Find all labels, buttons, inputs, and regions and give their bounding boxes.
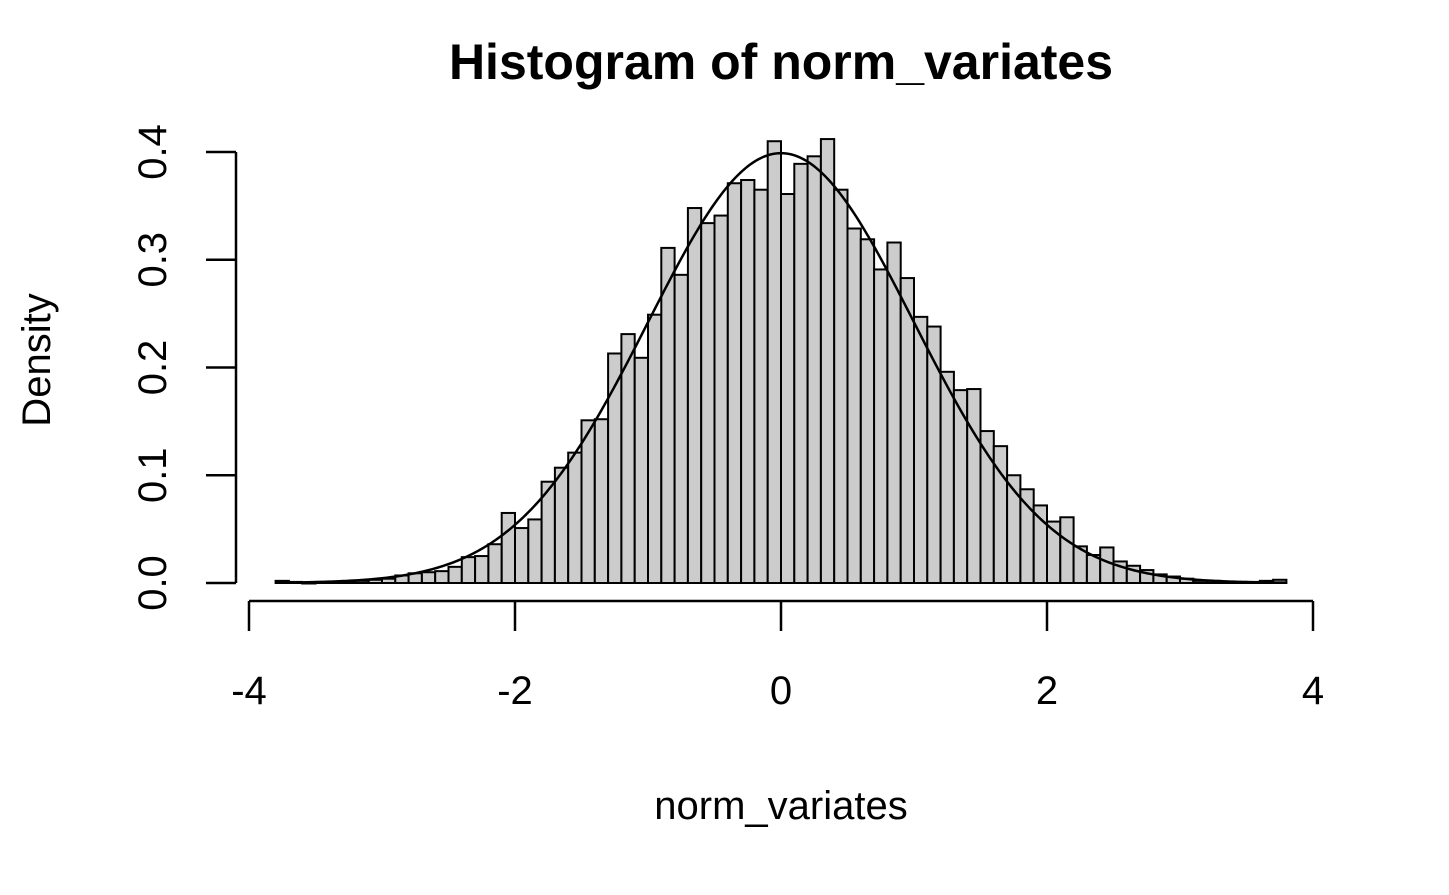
histogram-bar <box>673 273 689 584</box>
y-tick-label: 0.4 <box>131 124 175 180</box>
histogram-bar <box>434 570 450 585</box>
histogram-bar <box>766 140 783 584</box>
histogram-bar <box>660 246 676 584</box>
histogram-bar <box>846 227 862 584</box>
histogram-bar <box>740 179 756 585</box>
y-axis: 0.0 0.1 0.2 0.3 0.4 <box>131 124 238 611</box>
histogram-bar <box>939 370 955 584</box>
histogram-bar <box>793 162 809 584</box>
y-tick-label: 0.3 <box>131 232 175 288</box>
histogram-bar <box>726 182 743 584</box>
histogram-bar <box>1099 546 1115 585</box>
y-axis-label: Density <box>15 293 59 426</box>
histogram-bar <box>753 188 769 585</box>
histogram-bar <box>873 268 889 584</box>
histogram-bar <box>833 188 849 585</box>
x-axis-label: norm_variates <box>654 784 907 828</box>
y-tick-label: 0.2 <box>131 340 175 396</box>
density-curve <box>275 151 1287 584</box>
x-tick-label: -2 <box>497 669 533 713</box>
histogram-bar <box>487 543 503 585</box>
histogram-bar <box>713 214 729 584</box>
x-axis: -4 -2 0 2 4 <box>231 599 1324 713</box>
histogram-bar <box>420 571 437 584</box>
histogram-bar <box>1059 516 1075 585</box>
histogram-bar <box>926 325 942 584</box>
x-tick-label: 0 <box>770 669 792 713</box>
x-tick-label: -4 <box>231 669 267 713</box>
histogram-bar <box>899 277 916 584</box>
histogram-bar <box>460 556 477 585</box>
chart-title: Histogram of norm_variates <box>449 34 1113 90</box>
y-tick-label: 0.1 <box>131 447 175 503</box>
histogram-bar <box>381 577 397 585</box>
histogram-bar <box>780 193 796 585</box>
y-tick-label: 0.0 <box>131 555 175 611</box>
histogram-bar <box>633 356 650 584</box>
histogram-bar <box>819 138 836 584</box>
histogram-bar <box>1019 488 1035 585</box>
histogram-bar <box>474 555 490 584</box>
histogram-bar <box>1032 504 1048 585</box>
histogram-bar <box>553 466 570 584</box>
histogram-bar <box>447 565 463 585</box>
histogram-bar <box>806 155 822 584</box>
histogram-bar <box>966 388 982 584</box>
histogram-bar <box>500 511 517 585</box>
histogram-bar <box>593 418 610 584</box>
histogram-bars <box>274 138 1288 585</box>
histogram-bar <box>859 238 876 584</box>
histogram-bar <box>580 419 596 584</box>
histogram-bar <box>700 222 716 584</box>
x-tick-label: 2 <box>1036 669 1058 713</box>
histogram-bar <box>527 518 543 584</box>
x-tick-label: 4 <box>1302 669 1324 713</box>
histogram-bar <box>686 207 703 584</box>
histogram-bar <box>514 527 530 584</box>
histogram-bar <box>913 315 929 584</box>
histogram-bar <box>647 313 663 584</box>
histogram-bar <box>567 451 583 584</box>
